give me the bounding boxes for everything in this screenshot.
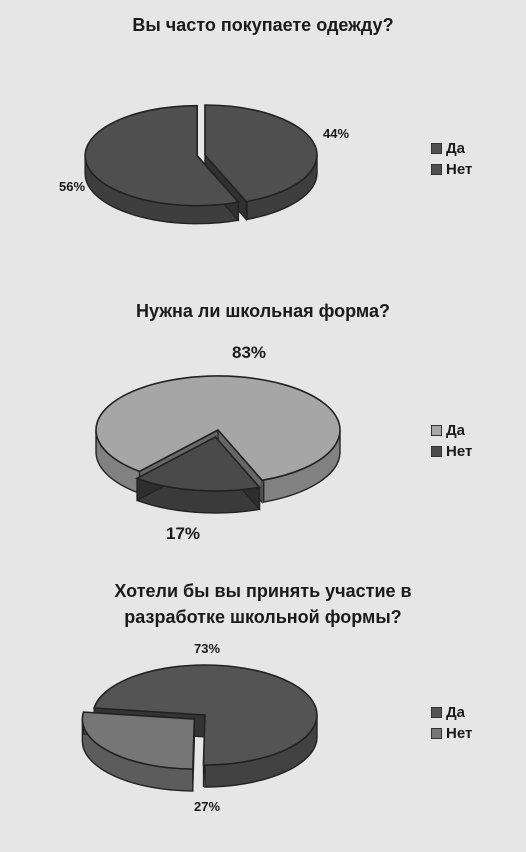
pie-slice-no <box>135 435 262 492</box>
legend-swatch-yes <box>431 707 442 718</box>
legend-item-no: Нет <box>431 441 472 462</box>
legend-item-yes: Да <box>431 420 472 441</box>
chart-school-uniform: Нужна ли школьная форма? 83% 17% Да Нет <box>0 290 526 570</box>
chart-title-line-1: Хотели бы вы принять участие в <box>114 581 412 601</box>
legend-label-yes: Да <box>446 140 466 157</box>
legend-label-no: Нет <box>446 161 473 178</box>
legend-label-yes: Да <box>446 704 466 721</box>
legend-swatch-no <box>431 446 442 457</box>
legend-item-yes: Да <box>431 138 472 159</box>
legend-swatch-yes <box>431 143 442 154</box>
pie-chart: 44% 56% <box>59 104 349 225</box>
pie-slice-yes <box>204 104 318 203</box>
pie-chart: 73% 27% <box>81 641 318 814</box>
chart-uniform-design: Хотели бы вы принять участие в разработк… <box>0 570 526 852</box>
chart-title: Хотели бы вы принять участие в разработк… <box>0 578 526 630</box>
legend-item-no: Нет <box>431 723 472 744</box>
pie-slice-no <box>81 711 196 770</box>
chart-clothes-buying: Вы часто покупаете одежду? 44% 56% Да Нет <box>0 0 526 290</box>
legend: Да Нет <box>431 420 472 462</box>
data-label-yes: 83% <box>232 343 266 362</box>
pie-slice-yes <box>93 664 318 766</box>
legend-item-no: Нет <box>431 159 472 180</box>
chart-title: Нужна ли школьная форма? <box>136 301 390 321</box>
legend-label-no: Нет <box>446 725 473 742</box>
legend-label-no: Нет <box>446 443 473 460</box>
legend: Да Нет <box>431 138 472 180</box>
legend-swatch-no <box>431 728 442 739</box>
data-label-no: 27% <box>194 799 220 814</box>
legend-item-yes: Да <box>431 702 472 723</box>
legend-label-yes: Да <box>446 422 466 439</box>
data-label-no: 17% <box>166 524 200 543</box>
chart-title: Вы часто покупаете одежду? <box>132 15 394 35</box>
pie-slice-yes <box>95 375 341 482</box>
legend: Да Нет <box>431 702 472 744</box>
chart-title-line-2: разработке школьной формы? <box>124 607 402 627</box>
pie-chart: 83% 17% <box>95 343 341 543</box>
pie-slice-no <box>84 104 240 207</box>
data-label-no: 56% <box>59 179 85 194</box>
legend-swatch-no <box>431 164 442 175</box>
legend-swatch-yes <box>431 425 442 436</box>
data-label-yes: 44% <box>323 126 349 141</box>
data-label-yes: 73% <box>194 641 220 656</box>
